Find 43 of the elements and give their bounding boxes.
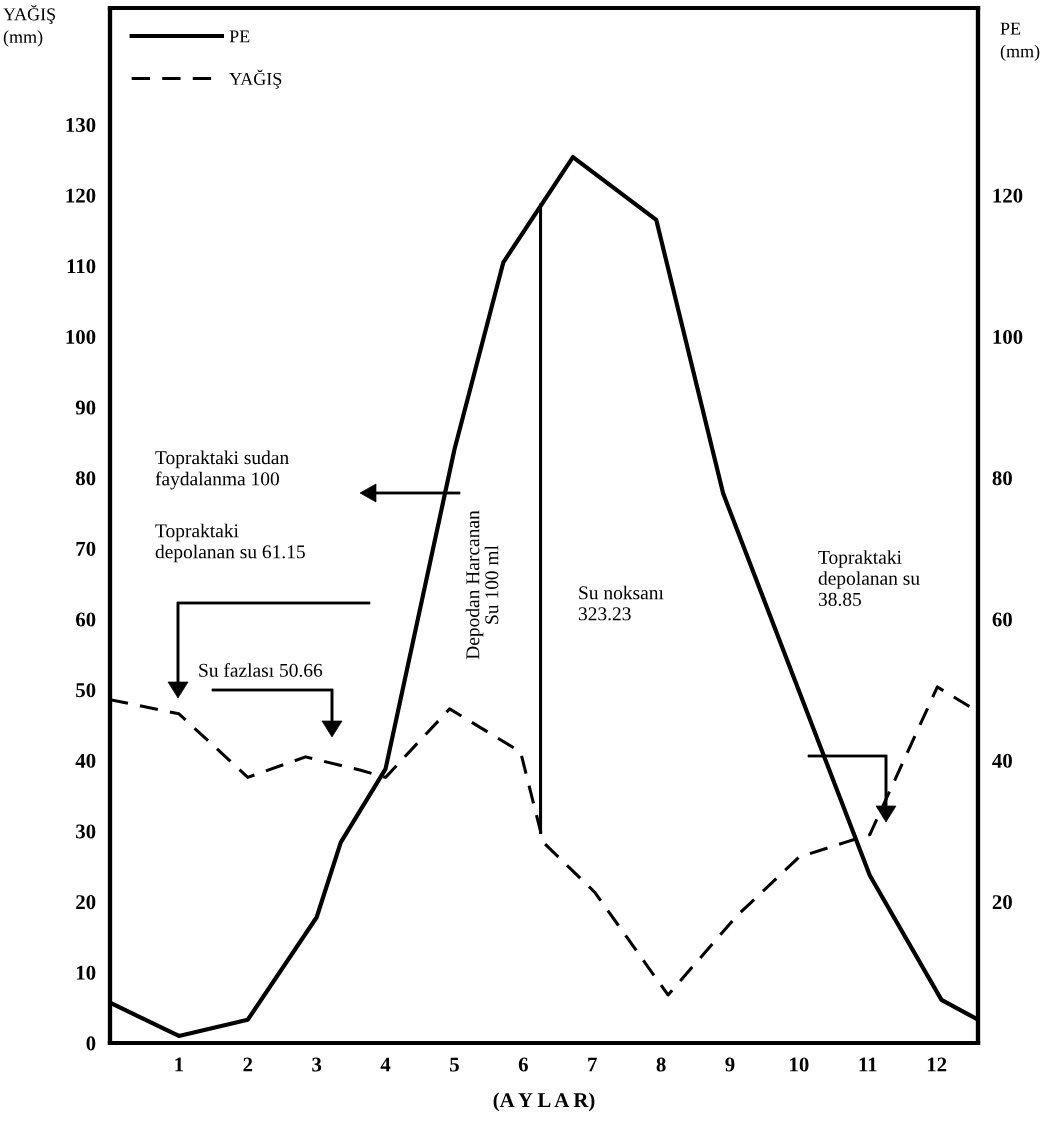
y-tick-label: 10 bbox=[76, 965, 96, 980]
x-tick-label: 7 bbox=[588, 1057, 597, 1072]
y-tick-label: 20 bbox=[76, 895, 96, 910]
x-tick-label: 2 bbox=[243, 1057, 253, 1072]
legend-label: PE bbox=[229, 30, 250, 43]
x-tick-label: 4 bbox=[380, 1057, 391, 1072]
y-tick-label: 50 bbox=[76, 683, 96, 698]
annotation: Su noksanı 323.23 bbox=[578, 585, 664, 621]
y2-tick-label: 80 bbox=[992, 471, 1012, 486]
y-tick-label: 130 bbox=[66, 117, 96, 132]
y-tick-label: 90 bbox=[75, 400, 96, 415]
y-tick-label: 60 bbox=[75, 612, 96, 627]
x-tick-label: 10 bbox=[790, 1057, 809, 1072]
y-tick-label: 40 bbox=[75, 753, 96, 768]
x-tick-label: 3 bbox=[312, 1057, 322, 1072]
x-tick-label: 6 bbox=[518, 1057, 528, 1072]
x-tick-label: 1 bbox=[175, 1057, 184, 1072]
x-tick-label: 8 bbox=[656, 1057, 666, 1072]
y2-tick-label: 60 bbox=[992, 612, 1012, 627]
y2-tick-label: 20 bbox=[992, 895, 1012, 910]
y2-tick-label: 40 bbox=[992, 753, 1012, 768]
y-tick-label: 0 bbox=[86, 1036, 96, 1051]
annotation: Topraktaki depolanan su 38.85 bbox=[818, 550, 920, 606]
annotation: Topraktaki depolanan su 61.15 bbox=[155, 523, 305, 563]
y2-tick-label: 100 bbox=[993, 329, 1023, 344]
x-tick-label: 11 bbox=[859, 1057, 877, 1072]
y-tick-label: 100 bbox=[66, 329, 96, 344]
legend-label: YAĞIŞ bbox=[229, 69, 282, 89]
annotation: Su fazlası 50.66 bbox=[199, 662, 323, 677]
annotation: Depodan Harcanan Su 100 ml bbox=[465, 510, 499, 660]
y-axis-title: YAĞIŞ (mm) bbox=[3, 5, 56, 47]
y-tick-label: 70 bbox=[76, 541, 96, 556]
y-tick-label: 30 bbox=[76, 824, 96, 839]
x-tick-label: 9 bbox=[725, 1057, 735, 1072]
y2-tick-label: 120 bbox=[993, 188, 1023, 203]
y-tick-label: 80 bbox=[75, 471, 96, 486]
annotation: Topraktaki sudan faydalanma 100 bbox=[155, 450, 289, 490]
y-tick-label: 110 bbox=[67, 259, 96, 274]
y2-axis-title: PE (mm) bbox=[1000, 22, 1040, 62]
y-tick-label: 120 bbox=[66, 188, 96, 203]
x-axis-title: (A Y L A R) bbox=[493, 1092, 595, 1112]
x-tick-label: 5 bbox=[450, 1057, 459, 1072]
x-tick-label: 12 bbox=[927, 1057, 947, 1072]
